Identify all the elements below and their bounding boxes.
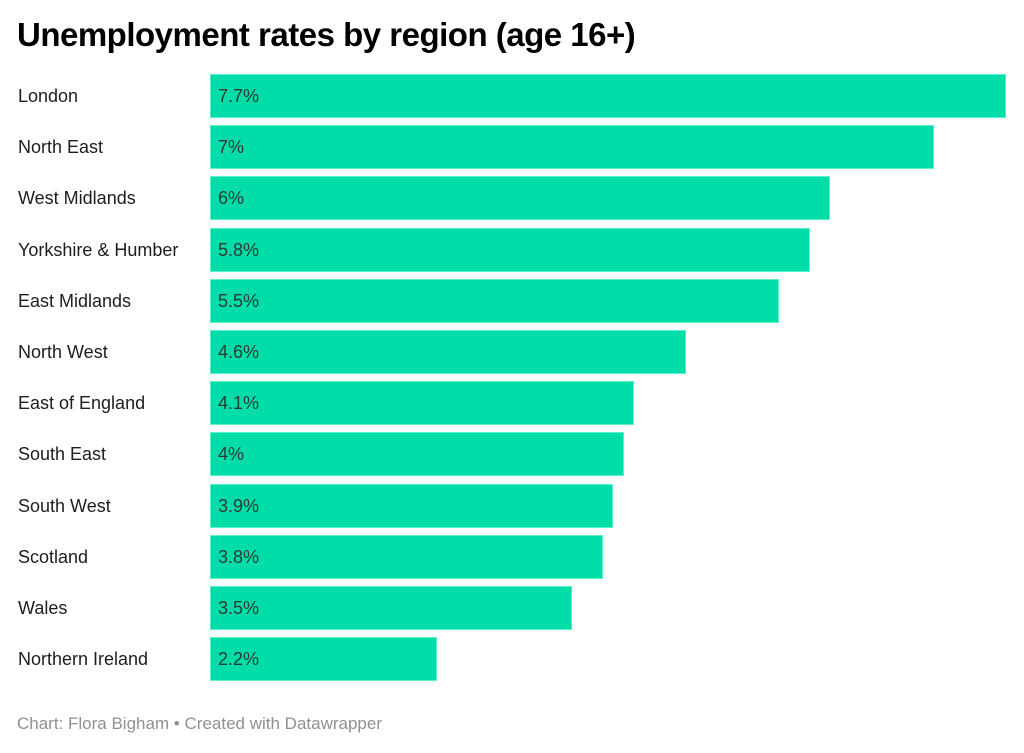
value-label: 6% [218, 188, 245, 208]
bar [210, 74, 1006, 118]
category-label: Wales [18, 598, 68, 618]
bar [210, 330, 686, 374]
bar [210, 176, 830, 220]
value-label: 5.8% [218, 240, 260, 260]
value-label: 2.2% [218, 649, 260, 669]
bar [210, 484, 613, 528]
category-label: South West [18, 496, 111, 516]
value-label: 4% [218, 444, 245, 464]
category-label: East Midlands [18, 291, 132, 311]
chart-footer: Chart: Flora Bigham • Created with Dataw… [17, 714, 382, 733]
bar [210, 228, 810, 272]
category-label: Yorkshire & Humber [18, 240, 179, 260]
value-label: 7.7% [218, 86, 260, 106]
bar [210, 432, 624, 476]
category-label: Northern Ireland [18, 649, 149, 669]
value-label: 3.9% [218, 496, 260, 516]
bar [210, 535, 603, 579]
category-label: London [18, 86, 79, 106]
category-label: Scotland [18, 547, 89, 567]
category-label: East of England [18, 393, 146, 413]
bar [210, 125, 934, 169]
bar [210, 586, 572, 630]
bar [210, 279, 779, 323]
value-label: 4.6% [218, 342, 260, 362]
category-label: West Midlands [18, 188, 136, 208]
value-label: 7% [218, 137, 245, 157]
category-label: South East [18, 444, 107, 464]
value-label: 4.1% [218, 393, 260, 413]
value-label: 3.8% [218, 547, 260, 567]
chart-title: Unemployment rates by region (age 16+) [17, 16, 636, 53]
value-label: 3.5% [218, 598, 260, 618]
category-label: North West [18, 342, 108, 362]
value-label: 5.5% [218, 291, 260, 311]
category-label: North East [18, 137, 104, 157]
bar [210, 637, 437, 681]
bar [210, 381, 634, 425]
